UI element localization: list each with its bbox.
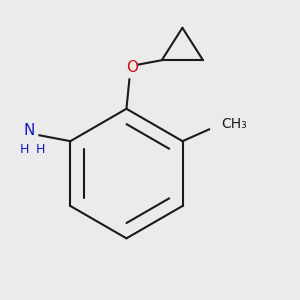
Text: O: O [126,60,138,75]
Text: H: H [36,143,46,157]
Text: H: H [20,143,29,157]
Text: CH₃: CH₃ [221,116,247,130]
Text: N: N [23,123,35,138]
